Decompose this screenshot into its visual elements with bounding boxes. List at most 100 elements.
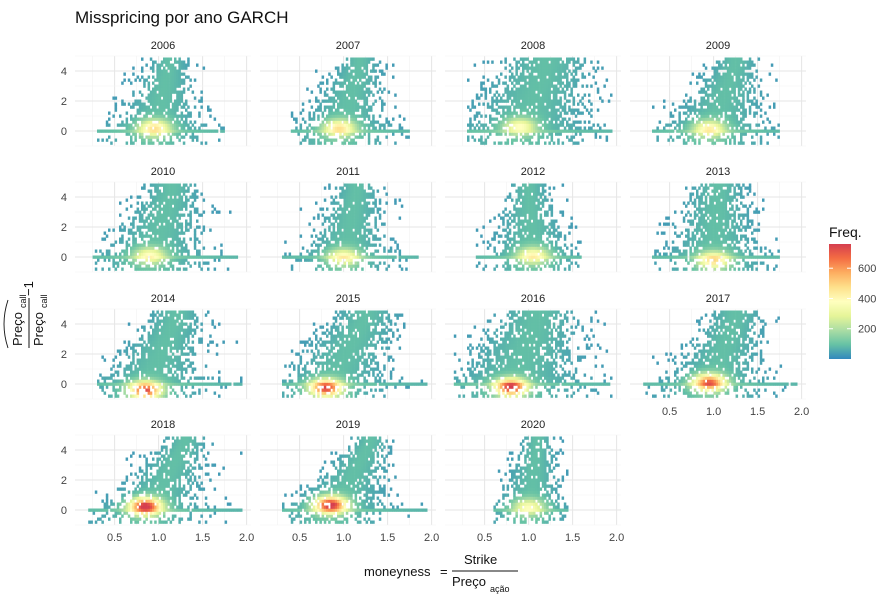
heat-cell [200, 106, 203, 109]
heat-cell [705, 262, 708, 265]
heat-cell [544, 124, 547, 127]
heat-cell [366, 73, 369, 76]
heat-cell [526, 211, 529, 214]
heat-cell [154, 112, 157, 115]
heat-cell [493, 94, 496, 97]
heat-cell [341, 196, 344, 199]
heat-cell [152, 226, 155, 229]
heat-cell [359, 250, 362, 253]
heat-cell [573, 103, 576, 106]
heat-cell [344, 190, 347, 193]
heat-cell [504, 142, 507, 145]
heat-cell [522, 121, 525, 124]
heat-cell [359, 76, 362, 79]
heat-cell [703, 73, 706, 76]
heat-cell [390, 256, 393, 259]
heat-cell [502, 82, 505, 85]
heat-cell [577, 256, 580, 259]
heat-cell [350, 220, 353, 223]
heat-cell [165, 268, 168, 271]
heat-cell [154, 235, 157, 238]
heat-cell [736, 79, 739, 82]
heat-cell [165, 238, 168, 241]
heat-cell [161, 196, 164, 199]
heat-cell [196, 208, 199, 211]
heat-cell [328, 139, 331, 142]
heat-cell [725, 250, 728, 253]
heat-cell [698, 262, 701, 265]
heat-cell [692, 139, 695, 142]
heat-cell [718, 253, 721, 256]
heat-cell [137, 202, 140, 205]
heat-cell [749, 67, 752, 70]
heat-cell [707, 79, 710, 82]
heat-cell [346, 103, 349, 106]
heat-cell [161, 229, 164, 232]
heat-cell [300, 127, 303, 130]
heat-cell [359, 208, 362, 211]
heat-cell [736, 130, 739, 133]
heat-cell [174, 58, 177, 61]
heat-cell [152, 100, 155, 103]
heat-cell [330, 235, 333, 238]
heat-cell [150, 202, 153, 205]
heat-cell [716, 97, 719, 100]
heat-cell [551, 79, 554, 82]
heat-cell [377, 121, 380, 124]
heat-cell [361, 268, 364, 271]
heat-cell [562, 91, 565, 94]
heat-cell [570, 112, 573, 115]
heat-cell [755, 106, 758, 109]
heat-cell [311, 118, 314, 121]
heat-cell [542, 202, 545, 205]
heat-cell [566, 67, 569, 70]
heat-cell [145, 265, 148, 268]
heat-cell [540, 253, 543, 256]
heat-cell [139, 220, 142, 223]
heat-cell [394, 241, 397, 244]
heat-cell [123, 124, 126, 127]
heat-cell [101, 256, 104, 259]
heat-cell [337, 250, 340, 253]
heat-cell [555, 85, 558, 88]
heat-cell [337, 244, 340, 247]
heat-cell [533, 253, 536, 256]
heat-cell [359, 106, 362, 109]
heat-cell [478, 127, 481, 130]
heat-cell [491, 85, 494, 88]
heat-cell [165, 256, 168, 259]
heat-cell [159, 109, 162, 112]
heat-cell [377, 64, 380, 67]
heat-cell [326, 256, 329, 259]
heat-cell [515, 103, 518, 106]
heat-cell [366, 244, 369, 247]
heat-cell [731, 121, 734, 124]
heat-cell [533, 88, 536, 91]
heat-cell [348, 235, 351, 238]
heat-cell [544, 61, 547, 64]
heat-cell [181, 82, 184, 85]
heat-cell [573, 85, 576, 88]
heat-cell [176, 238, 179, 241]
heat-cell [317, 85, 320, 88]
heat-cell [557, 109, 560, 112]
heat-cell [529, 253, 532, 256]
heat-cell [222, 256, 225, 259]
heat-cell [513, 214, 516, 217]
heat-cell [749, 91, 752, 94]
heat-cell [753, 112, 756, 115]
heat-cell [350, 103, 353, 106]
heat-cell [374, 220, 377, 223]
heat-cell [134, 100, 137, 103]
heat-cell [722, 91, 725, 94]
heat-cell [167, 190, 170, 193]
heat-cell [170, 244, 173, 247]
heat-cell [507, 121, 510, 124]
heat-cell [467, 136, 470, 139]
heat-cell [317, 250, 320, 253]
heat-cell [344, 82, 347, 85]
heat-cell [194, 208, 197, 211]
heat-cell [716, 139, 719, 142]
heat-cell [348, 91, 351, 94]
heat-cell [709, 106, 712, 109]
